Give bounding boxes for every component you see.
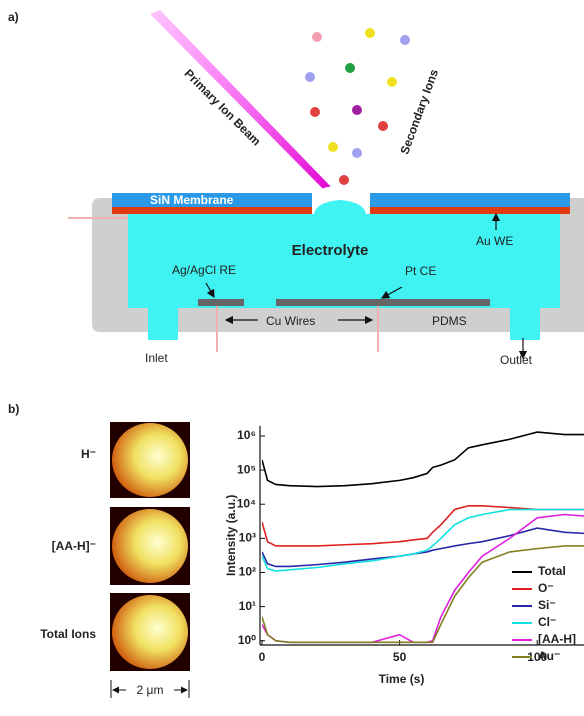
outlet-label: Outlet	[500, 353, 533, 367]
y-tick-label: 10⁶	[237, 428, 256, 442]
series-line	[262, 515, 584, 643]
x-tick-label: 0	[259, 650, 266, 664]
ce-label: Pt CE	[405, 264, 436, 278]
panel-label: b)	[8, 402, 19, 416]
y-tick-label: 10³	[239, 531, 256, 545]
y-tick-label: 10¹	[239, 599, 256, 613]
series-line	[262, 528, 584, 566]
legend-label: Si⁻	[538, 598, 556, 612]
re-electrode	[198, 299, 244, 306]
images	[110, 422, 190, 671]
legend-label: Total	[538, 564, 566, 578]
legend-label: Cl⁻	[538, 615, 556, 629]
we-label: Au WE	[476, 234, 513, 248]
y-tick-label: 10⁴	[237, 496, 256, 510]
inlet-label: Inlet	[145, 351, 168, 365]
wires-label: Cu Wires	[266, 314, 315, 328]
legend-label: [AA-H]	[538, 632, 576, 646]
figure: a) Primary Ion Beam Secondary Ions SiN M…	[0, 0, 584, 716]
ion-beam	[150, 10, 336, 196]
membrane-label: SiN Membrane	[150, 193, 234, 207]
secondary-ions	[305, 28, 410, 185]
re-label: Ag/AgCl RE	[172, 263, 236, 277]
series-line	[262, 506, 584, 546]
legend-label: Au⁻	[538, 649, 560, 663]
series-line	[262, 546, 584, 642]
plot-area	[262, 432, 584, 642]
image-label: Total Ions	[40, 627, 96, 641]
y-tick-label: 10⁰	[238, 633, 256, 647]
scale-label: 2 μm	[137, 683, 164, 697]
electrolyte-label: Electrolyte	[292, 242, 369, 259]
x-tick-label: 50	[393, 650, 407, 664]
image-label: [AA-H]⁻	[52, 539, 96, 553]
ce-electrode	[276, 299, 490, 306]
x-axis-title: Time (s)	[379, 672, 425, 686]
y-tick-label: 10⁵	[237, 462, 256, 476]
y-axis-title: Intensity (a.u.)	[224, 495, 238, 576]
pdms-label: PDMS	[432, 314, 467, 328]
legend-label: O⁻	[538, 581, 554, 595]
image-label: H⁻	[81, 447, 96, 461]
ions-label: Secondary Ions	[397, 67, 441, 156]
y-tick-label: 10²	[239, 565, 256, 579]
panel-label: a)	[8, 10, 19, 24]
series-line	[262, 432, 584, 486]
